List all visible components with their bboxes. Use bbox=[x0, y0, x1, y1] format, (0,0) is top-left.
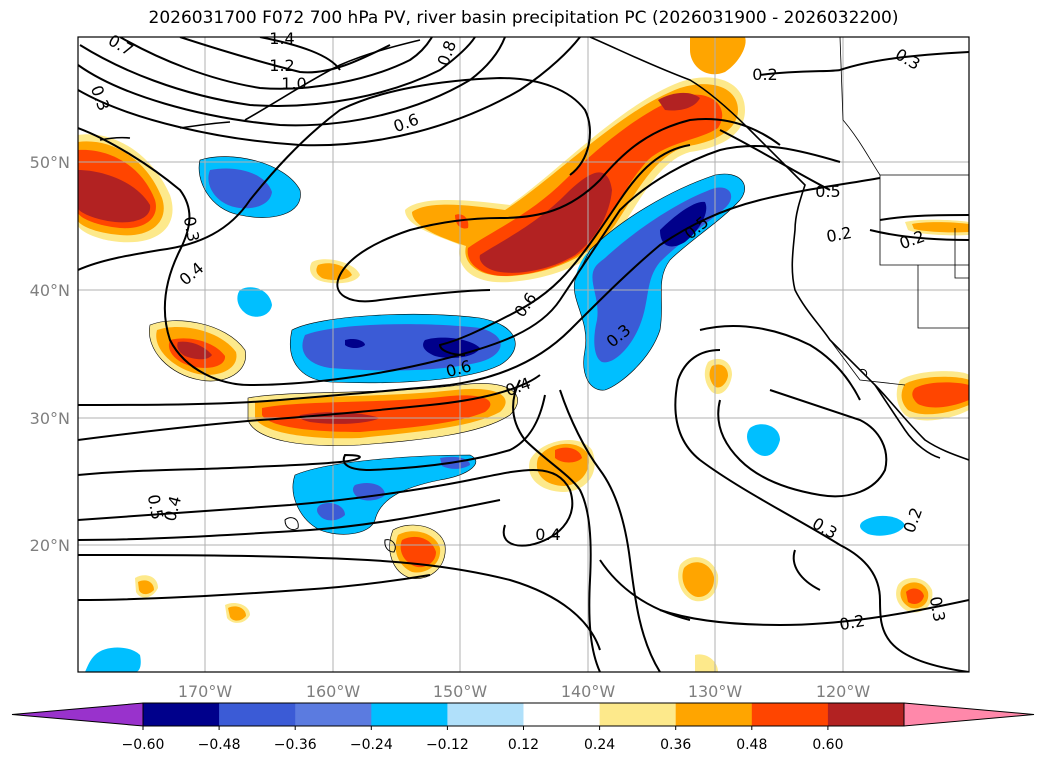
pv-contours bbox=[78, 37, 969, 672]
colorbar-segment bbox=[143, 703, 220, 726]
islands bbox=[284, 369, 868, 553]
contour-label: 0.3 bbox=[180, 215, 203, 243]
contour-label: 0.3 bbox=[926, 595, 949, 623]
colorbar-tick-label: −0.24 bbox=[350, 737, 393, 753]
contour-label: 0.5 bbox=[815, 182, 840, 201]
colorbar-tick-label: 0.12 bbox=[508, 737, 539, 753]
colorbar-tick-label: 0.24 bbox=[584, 737, 615, 753]
contour-label: 1.2 bbox=[269, 56, 294, 75]
latitude-label: 40°N bbox=[30, 281, 70, 300]
colorbar-segment bbox=[523, 703, 601, 726]
colorbar-segment bbox=[295, 703, 372, 726]
contour-label: 1.4 bbox=[269, 29, 294, 48]
colorbar-segment bbox=[599, 703, 677, 726]
contour-label: 0.2 bbox=[752, 65, 777, 84]
longitude-label: 160°W bbox=[306, 682, 361, 701]
map-frame bbox=[77, 36, 970, 673]
colorbar-tick-label: 0.60 bbox=[812, 737, 843, 753]
colorbar-segment bbox=[219, 703, 296, 726]
colorbar-segment bbox=[447, 703, 524, 726]
colorbar-tick-label: 0.48 bbox=[736, 737, 767, 753]
contour-label: 0.2 bbox=[825, 223, 853, 246]
colorbar-tick-label: 0.36 bbox=[660, 737, 691, 753]
colorbar-tick-label: −0.36 bbox=[274, 737, 317, 753]
colorbar-extend-low bbox=[11, 702, 144, 727]
colorbar-tick-label: −0.48 bbox=[198, 737, 241, 753]
colorbar-segment bbox=[827, 703, 905, 726]
colorbar-tick-label: −0.12 bbox=[426, 737, 469, 753]
contour-label: 0.2 bbox=[838, 611, 866, 634]
longitude-labels: 170°W 160°W 150°W 140°W 130°W 120°W bbox=[178, 682, 871, 701]
colorbar-segment bbox=[751, 703, 829, 726]
longitude-label: 140°W bbox=[561, 682, 616, 701]
latitude-label: 30°N bbox=[30, 409, 70, 428]
contour-label: 0.5 bbox=[144, 493, 167, 521]
contour-label: 1.0 bbox=[281, 74, 306, 93]
colorbar: −0.60 −0.48 −0.36 −0.24 −0.12 0.12 0.24 0.36 0.4… bbox=[11, 702, 1035, 753]
colorbar-segment bbox=[371, 703, 448, 726]
latitude-label: 20°N bbox=[30, 536, 70, 555]
shaded-anomalies bbox=[78, 37, 969, 672]
colorbar-tick-label: −0.60 bbox=[122, 737, 165, 753]
colorbar-extend-high bbox=[903, 702, 1035, 727]
latitude-labels: 50°N 40°N 30°N 20°N bbox=[30, 153, 70, 555]
shading-outlines bbox=[149, 156, 745, 579]
chart-title: 2026031700 F072 700 hPa PV, river basin … bbox=[148, 8, 899, 28]
latitude-label: 50°N bbox=[30, 153, 70, 172]
longitude-label: 150°W bbox=[433, 682, 488, 701]
contour-label: 0.4 bbox=[535, 525, 560, 544]
political-borders bbox=[829, 37, 969, 386]
longitude-label: 170°W bbox=[178, 682, 233, 701]
longitude-label: 130°W bbox=[688, 682, 743, 701]
colorbar-segment bbox=[675, 703, 753, 726]
longitude-label: 120°W bbox=[816, 682, 871, 701]
